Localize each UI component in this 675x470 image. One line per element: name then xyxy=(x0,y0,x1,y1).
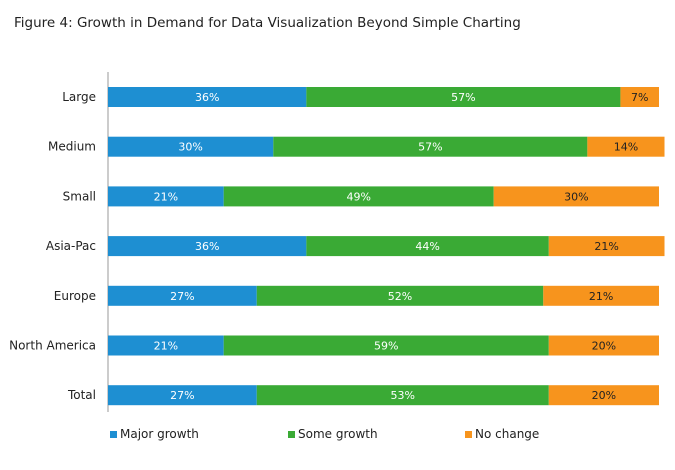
legend-label-major-growth: Major growth xyxy=(120,427,199,441)
bar-asia-pac-major-growth xyxy=(108,236,307,257)
category-label-medium: Medium xyxy=(48,140,96,154)
bar-europe-some-growth xyxy=(256,285,544,306)
bar-north-america-some-growth xyxy=(223,335,549,356)
data-label-asia-pac-some-growth: 44% xyxy=(415,240,439,253)
data-label-small-some-growth: 49% xyxy=(346,190,370,203)
bar-north-america-no-change xyxy=(548,335,659,356)
category-label-total: Total xyxy=(67,388,96,402)
bar-large-no-change xyxy=(620,87,659,107)
bar-europe-no-change xyxy=(543,285,659,306)
bar-small-no-change xyxy=(493,186,659,207)
bar-medium-major-growth xyxy=(108,136,274,157)
data-label-europe-some-growth: 52% xyxy=(388,290,412,303)
data-label-total-major-growth: 27% xyxy=(170,389,194,402)
bar-total-some-growth xyxy=(256,385,549,406)
data-label-north-america-some-growth: 59% xyxy=(374,340,398,353)
legend-label-no-change: No change xyxy=(475,427,540,441)
category-label-asia-pac: Asia-Pac xyxy=(46,239,96,253)
category-label-small: Small xyxy=(63,189,96,203)
legend-swatch-some-growth xyxy=(288,430,295,438)
data-label-medium-major-growth: 30% xyxy=(178,141,202,154)
bar-large-major-growth xyxy=(108,87,307,107)
bar-total-no-change xyxy=(548,385,659,406)
bar-europe-major-growth xyxy=(108,285,257,306)
bar-small-major-growth xyxy=(108,186,224,207)
data-label-medium-some-growth: 57% xyxy=(418,141,442,154)
bar-large-some-growth xyxy=(306,87,621,107)
data-label-europe-no-change: 21% xyxy=(589,290,613,303)
legend-swatch-no-change xyxy=(465,430,472,438)
bar-medium-some-growth xyxy=(273,136,588,157)
bar-asia-pac-some-growth xyxy=(306,236,549,257)
data-label-north-america-major-growth: 21% xyxy=(154,340,178,353)
data-label-large-no-change: 7% xyxy=(631,91,648,104)
bar-asia-pac-no-change xyxy=(548,236,665,257)
legend-item-no-change: No change xyxy=(465,427,539,441)
data-label-asia-pac-no-change: 21% xyxy=(594,240,618,253)
data-label-total-no-change: 20% xyxy=(592,389,616,402)
data-label-north-america-no-change: 20% xyxy=(592,340,616,353)
legend-item-major-growth: Major growth xyxy=(110,427,199,441)
bar-total-major-growth xyxy=(108,385,257,406)
bar-small-some-growth xyxy=(223,186,494,207)
bar-medium-no-change xyxy=(587,136,665,157)
data-label-medium-no-change: 14% xyxy=(614,141,638,154)
legend-label-some-growth: Some growth xyxy=(298,427,378,441)
data-label-small-major-growth: 21% xyxy=(154,190,178,203)
data-label-small-no-change: 30% xyxy=(564,190,588,203)
legend-item-some-growth: Some growth xyxy=(288,427,378,441)
bar-north-america-major-growth xyxy=(108,335,224,356)
data-label-total-some-growth: 53% xyxy=(391,389,415,402)
legend-swatch-major-growth xyxy=(110,430,117,438)
data-label-large-major-growth: 36% xyxy=(195,91,219,104)
category-label-europe: Europe xyxy=(54,289,96,303)
data-label-asia-pac-major-growth: 36% xyxy=(195,240,219,253)
data-label-europe-major-growth: 27% xyxy=(170,290,194,303)
category-label-large: Large xyxy=(62,90,96,104)
data-label-large-some-growth: 57% xyxy=(451,91,475,104)
category-label-north-america: North America xyxy=(9,339,96,353)
chart-title: Figure 4: Growth in Demand for Data Visu… xyxy=(14,15,521,31)
